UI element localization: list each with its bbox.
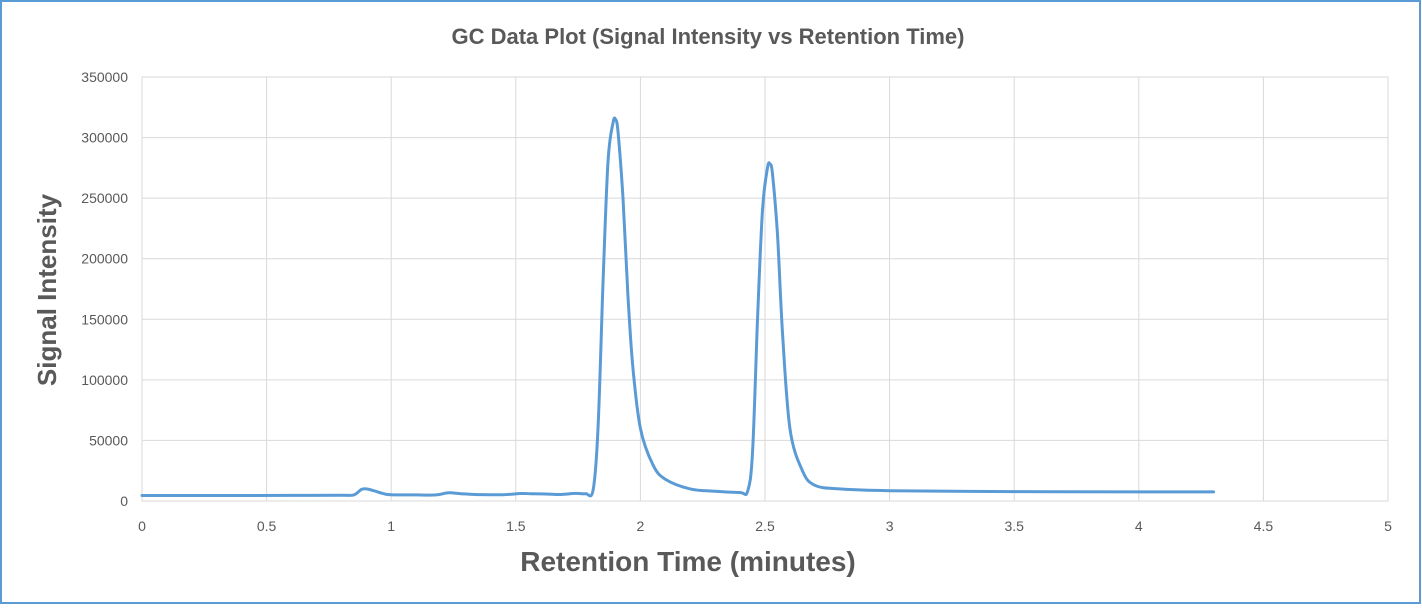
x-tick-label: 1.5	[506, 518, 526, 534]
chart-title: GC Data Plot (Signal Intensity vs Retent…	[451, 24, 964, 49]
x-tick-label: 5	[1384, 518, 1392, 534]
plot-area	[141, 76, 1389, 502]
x-tick-label: 3.5	[1004, 518, 1024, 534]
series-line	[140, 116, 1216, 498]
y-axis-label: Signal Intensity	[32, 193, 62, 386]
x-tick-label: 3	[886, 518, 894, 534]
x-tick-label: 4	[1135, 518, 1143, 534]
y-tick-label: 0	[120, 493, 128, 509]
y-tick-label: 300000	[81, 130, 128, 146]
x-tick-label: 2	[637, 518, 645, 534]
x-tick-label: 1	[387, 518, 395, 534]
x-tick-label: 2.5	[755, 518, 775, 534]
x-tick-label: 0.5	[257, 518, 277, 534]
y-tick-label: 50000	[89, 432, 128, 448]
y-tick-label: 150000	[81, 311, 128, 327]
tick-labels: 0 0.5 1 1.5 2 2.5 3 3.5 4 4.5 5 0 50000 100000 150000 2…	[81, 69, 1392, 534]
x-tick-label: 0	[138, 518, 146, 534]
x-axis-label: Retention Time (minutes)	[520, 546, 856, 577]
y-tick-label: 200000	[81, 251, 128, 267]
y-tick-label: 250000	[81, 190, 128, 206]
y-tick-label: 100000	[81, 372, 128, 388]
x-tick-label: 4.5	[1254, 518, 1274, 534]
y-tick-label: 350000	[81, 69, 128, 85]
